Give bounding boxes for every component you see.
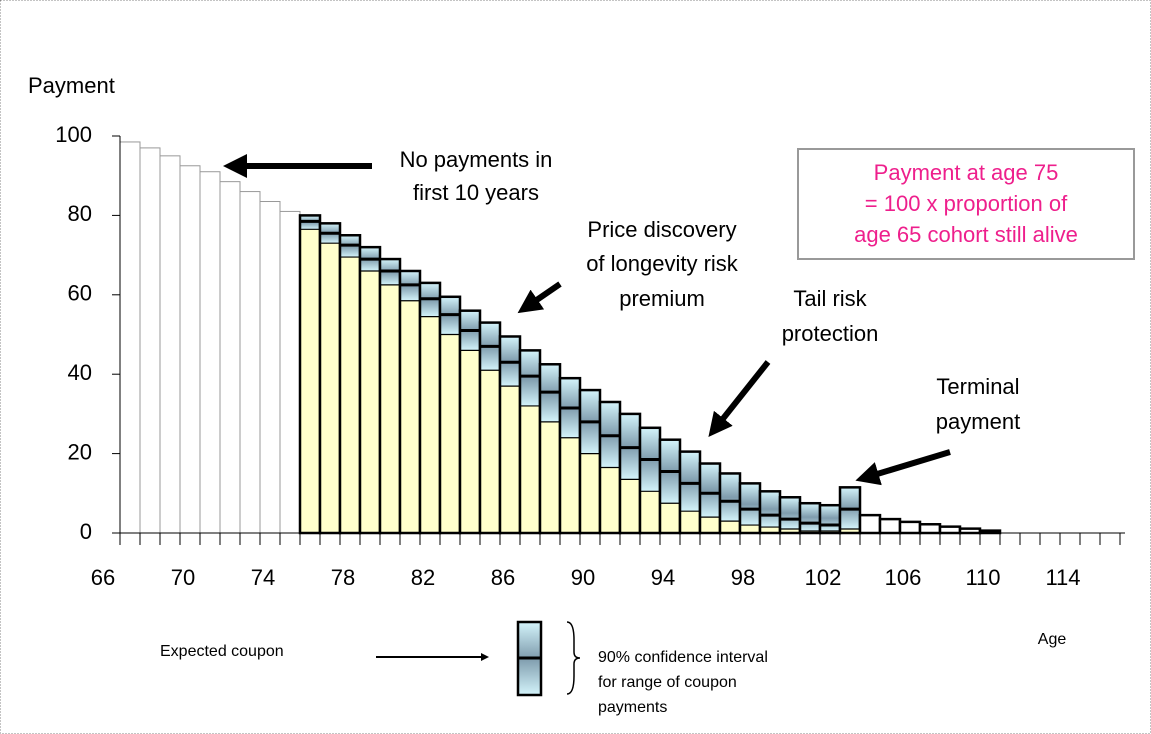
annotation: first 10 years bbox=[413, 180, 539, 205]
lower-bar bbox=[760, 527, 780, 533]
lower-bar bbox=[580, 453, 600, 533]
x-tick-label: 110 bbox=[965, 565, 1000, 590]
confidence-band bbox=[740, 483, 760, 526]
lower-bar bbox=[560, 437, 580, 533]
lower-bar bbox=[740, 525, 760, 533]
x-tick-label: 86 bbox=[491, 565, 515, 590]
lower-bar bbox=[640, 491, 660, 533]
confidence-band bbox=[760, 491, 780, 528]
tail-bar bbox=[898, 520, 922, 535]
tail-bar bbox=[938, 525, 962, 535]
tail-bar bbox=[878, 517, 902, 535]
tail-bar bbox=[918, 523, 942, 535]
confidence-band bbox=[680, 451, 700, 512]
lower-bar bbox=[400, 300, 420, 533]
lower-bar bbox=[360, 270, 380, 533]
lower-bar bbox=[300, 229, 320, 534]
lower-bar bbox=[840, 529, 860, 533]
x-tick-label: 102 bbox=[805, 565, 842, 590]
annotation-box-text: Payment at age 75 bbox=[874, 160, 1059, 185]
survival-bar bbox=[259, 201, 281, 534]
lower-bar bbox=[520, 405, 540, 533]
x-tick-label: 114 bbox=[1045, 565, 1080, 590]
tail-bar bbox=[858, 513, 882, 535]
annotation-box-text: = 100 x proportion of bbox=[865, 191, 1068, 216]
annotation: Terminal bbox=[936, 374, 1019, 399]
survival-bar bbox=[139, 147, 161, 534]
lower-bar bbox=[460, 350, 480, 533]
survival-bar bbox=[119, 141, 141, 534]
lower-bar bbox=[720, 521, 740, 533]
survival-bar bbox=[279, 210, 301, 534]
confidence-band bbox=[780, 497, 800, 530]
lower-bar bbox=[660, 503, 680, 533]
x-tick-label: 82 bbox=[411, 565, 435, 590]
lower-bar bbox=[620, 479, 640, 533]
confidence-band bbox=[700, 463, 720, 518]
survival-bar bbox=[219, 181, 241, 534]
annotation: Price discovery bbox=[587, 217, 736, 242]
confidence-band bbox=[800, 503, 820, 532]
lower-bar bbox=[380, 284, 400, 533]
legend-label: 90% confidence interval bbox=[598, 649, 768, 666]
x-tick-label: 98 bbox=[731, 565, 755, 590]
lower-bar bbox=[680, 511, 700, 533]
y-tick-label: 80 bbox=[68, 201, 92, 226]
survival-bar bbox=[199, 171, 221, 534]
arrow bbox=[708, 360, 771, 438]
legend-brace bbox=[566, 621, 581, 695]
x-tick-label: 78 bbox=[331, 565, 355, 590]
lower-bar bbox=[600, 467, 620, 533]
annotation-box-text: age 65 cohort still alive bbox=[854, 222, 1078, 247]
annotation: premium bbox=[619, 286, 705, 311]
x-axis-label: Age bbox=[1038, 631, 1067, 648]
y-tick-label: 60 bbox=[68, 281, 92, 306]
lower-bar bbox=[500, 386, 520, 533]
y-tick-label: 40 bbox=[68, 360, 92, 385]
y-axis-label: Payment bbox=[28, 73, 115, 98]
survival-bar bbox=[179, 165, 201, 534]
lower-bar bbox=[420, 316, 440, 533]
confidence-band bbox=[820, 505, 840, 532]
annotation: Tail risk bbox=[793, 286, 867, 311]
x-tick-label: 90 bbox=[571, 565, 595, 590]
x-tick-label: 106 bbox=[885, 565, 922, 590]
legend-label: for range of coupon bbox=[598, 674, 737, 691]
legend-label: Expected coupon bbox=[160, 643, 284, 660]
lower-bar bbox=[340, 257, 360, 533]
confidence-band bbox=[720, 473, 740, 522]
survival-bar bbox=[239, 191, 261, 534]
annotation: No payments in bbox=[400, 147, 553, 172]
lower-bar bbox=[480, 370, 500, 533]
arrow bbox=[517, 281, 562, 314]
lower-bar bbox=[440, 334, 460, 533]
y-tick-label: 100 bbox=[55, 122, 92, 147]
x-tick-label: 94 bbox=[651, 565, 675, 590]
lower-bar bbox=[780, 529, 800, 533]
x-tick-label: 66 bbox=[91, 565, 115, 590]
x-tick-label: 74 bbox=[251, 565, 275, 590]
arrow bbox=[855, 449, 951, 486]
annotation-box bbox=[797, 148, 1135, 260]
plot: 0 20 40 60 80 100 66 70 74 78 82 86 90 94 98 102 106 110 1… bbox=[55, 122, 1125, 590]
tail-bar bbox=[958, 527, 982, 535]
y-tick-label: 20 bbox=[68, 439, 92, 464]
x-tick-label: 70 bbox=[171, 565, 195, 590]
legend-label: payments bbox=[598, 699, 667, 716]
confidence-band bbox=[520, 350, 540, 406]
y-tick-label: 0 bbox=[80, 519, 92, 544]
lower-bar bbox=[700, 517, 720, 533]
lower-bar bbox=[320, 243, 340, 533]
annotation: protection bbox=[782, 321, 879, 346]
annotation: payment bbox=[936, 409, 1020, 434]
survival-bar bbox=[159, 155, 181, 534]
lower-bar bbox=[540, 421, 560, 533]
annotation: of longevity risk bbox=[586, 251, 739, 276]
